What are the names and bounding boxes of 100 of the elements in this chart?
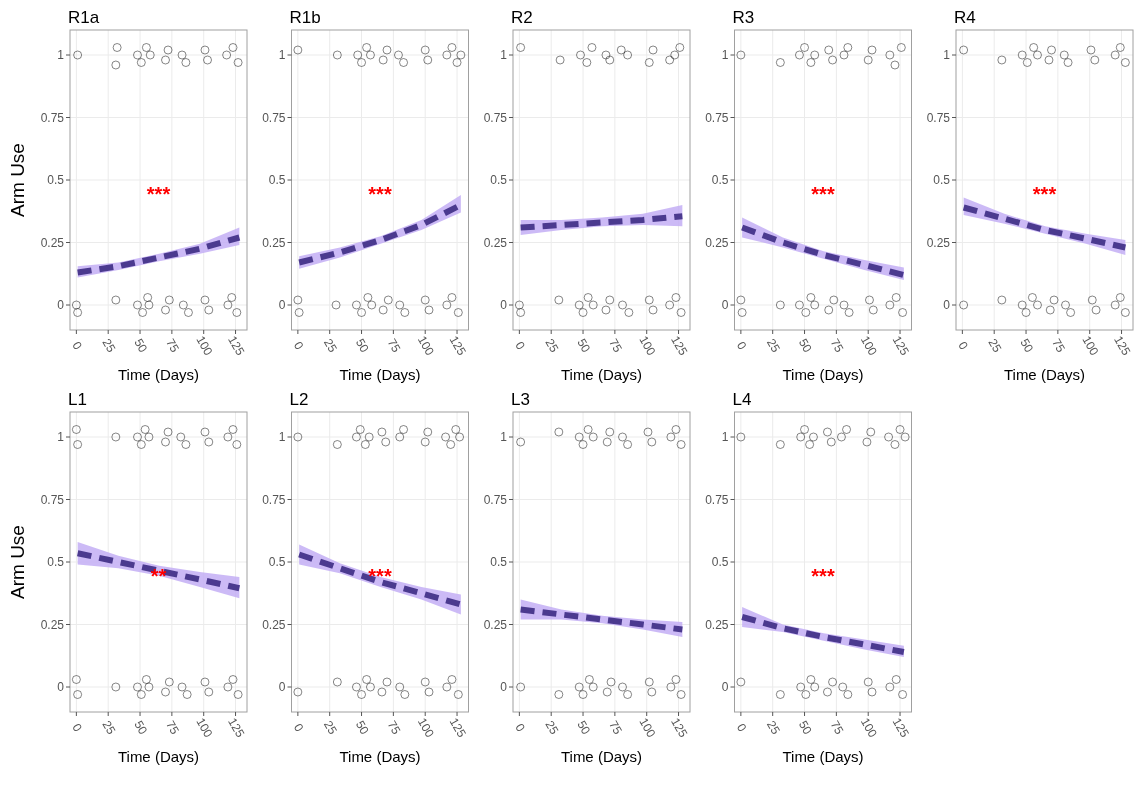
y-tick-label: 0.75 — [262, 492, 286, 507]
x-tick-label: 0 — [512, 339, 528, 353]
x-tick-label: 0 — [290, 721, 307, 735]
x-tick-label: 0 — [733, 721, 750, 735]
y-tick-label: 0.75 — [705, 110, 729, 125]
x-tick-label: 75 — [163, 336, 183, 356]
y-tick-label: 0.25 — [483, 235, 508, 250]
x-tick-label: 125 — [889, 715, 912, 741]
x-tick-label: 0 — [290, 339, 307, 353]
x-tick-label: 0 — [955, 339, 971, 353]
x-axis-title: Time (Days) — [117, 748, 200, 765]
chart-title: R1a — [68, 8, 100, 27]
y-tick-label: 0.5 — [711, 555, 729, 569]
chart-title: L1 — [68, 390, 87, 409]
y-tick-label: 0 — [500, 680, 508, 694]
x-tick-label: 25 — [985, 336, 1005, 356]
annotation: *** — [146, 183, 171, 205]
x-tick-label: 100 — [414, 715, 438, 741]
x-tick-label: 25 — [542, 336, 562, 356]
y-tick-label: 0.5 — [268, 555, 286, 569]
x-tick-label: 25 — [99, 718, 119, 738]
x-tick-label: 75 — [384, 718, 404, 738]
x-tick-label: 50 — [131, 718, 151, 738]
x-tick-label: 0 — [512, 721, 528, 735]
annotation: *** — [368, 565, 392, 587]
x-tick-label: 75 — [606, 718, 626, 738]
y-tick-label: 0.5 — [933, 173, 951, 187]
y-tick-label: 0.25 — [262, 617, 286, 632]
y-tick-label: 1 — [721, 48, 729, 62]
x-tick-label: 25 — [764, 718, 783, 738]
y-tick-label: 0.25 — [926, 235, 951, 250]
y-tick-label: 0.5 — [711, 173, 729, 187]
y-tick-label: 0.75 — [705, 492, 729, 507]
y-tick-label: 1 — [278, 48, 286, 62]
annotation: *** — [811, 183, 835, 205]
x-tick-label: 100 — [636, 333, 659, 359]
x-tick-label: 50 — [352, 718, 372, 738]
x-tick-label: 75 — [1049, 336, 1069, 356]
x-tick-label: 25 — [542, 718, 562, 738]
x-tick-label: 75 — [827, 336, 847, 356]
chart-title: R3 — [732, 8, 755, 27]
y-tick-label: 0 — [943, 298, 951, 312]
x-axis-title: Time (Days) — [560, 366, 643, 383]
annotation: *** — [368, 183, 392, 205]
y-axis-title: Arm Use — [7, 525, 28, 599]
x-tick-label: 50 — [1017, 336, 1037, 356]
y-tick-label: 0 — [278, 680, 286, 694]
x-tick-label: 50 — [574, 718, 594, 738]
y-tick-label: 0 — [500, 298, 508, 312]
x-tick-label: 75 — [384, 336, 404, 356]
x-tick-label: 125 — [1111, 333, 1134, 359]
chart-title: R4 — [954, 8, 976, 27]
x-tick-label: 125 — [225, 333, 248, 359]
y-tick-label: 0.75 — [40, 492, 65, 507]
x-axis-title: Time (Days) — [782, 748, 864, 765]
x-tick-label: 100 — [193, 333, 216, 359]
y-tick-label: 0.5 — [268, 173, 286, 187]
x-tick-label: 50 — [574, 336, 594, 356]
annotation: ** — [150, 565, 167, 587]
y-tick-label: 0.75 — [483, 110, 508, 125]
chart-title: L3 — [511, 390, 530, 409]
y-tick-label: 0.25 — [705, 235, 729, 250]
y-tick-label: 1 — [943, 48, 951, 62]
x-axis-title: Time (Days) — [782, 366, 864, 383]
x-tick-label: 100 — [414, 333, 438, 359]
x-tick-label: 50 — [352, 336, 372, 356]
x-tick-label: 50 — [131, 336, 151, 356]
y-tick-label: 0.75 — [926, 110, 951, 125]
x-tick-label: 25 — [321, 718, 340, 738]
chart-title: L2 — [289, 390, 309, 409]
x-tick-label: 100 — [857, 715, 881, 741]
y-axis-title: Arm Use — [7, 143, 28, 217]
y-tick-label: 0.75 — [483, 492, 508, 507]
annotation: *** — [1032, 183, 1057, 205]
x-tick-label: 0 — [733, 339, 750, 353]
x-tick-label: 0 — [69, 721, 85, 735]
x-tick-label: 125 — [446, 715, 469, 741]
x-tick-label: 125 — [225, 715, 248, 741]
y-tick-label: 0 — [57, 680, 65, 694]
y-tick-label: 1 — [721, 430, 729, 444]
x-tick-label: 25 — [321, 336, 340, 356]
y-tick-label: 0.25 — [483, 617, 508, 632]
y-tick-label: 0.25 — [262, 235, 286, 250]
x-tick-label: 125 — [446, 333, 469, 359]
y-tick-label: 1 — [57, 48, 65, 62]
y-tick-label: 0.25 — [40, 617, 65, 632]
y-tick-label: 1 — [500, 48, 508, 62]
y-tick-label: 0.5 — [47, 555, 65, 569]
y-tick-label: 1 — [500, 430, 508, 444]
x-tick-label: 50 — [795, 718, 815, 738]
annotation: *** — [811, 565, 835, 587]
y-tick-label: 0.25 — [705, 617, 729, 632]
x-tick-label: 125 — [668, 333, 691, 359]
chart-title: L4 — [732, 390, 752, 409]
chart-title: R1b — [289, 8, 321, 27]
x-tick-label: 0 — [69, 339, 85, 353]
x-axis-title: Time (Days) — [560, 748, 643, 765]
y-tick-label: 0 — [721, 298, 729, 312]
y-tick-label: 1 — [57, 430, 65, 444]
y-tick-label: 0 — [57, 298, 65, 312]
